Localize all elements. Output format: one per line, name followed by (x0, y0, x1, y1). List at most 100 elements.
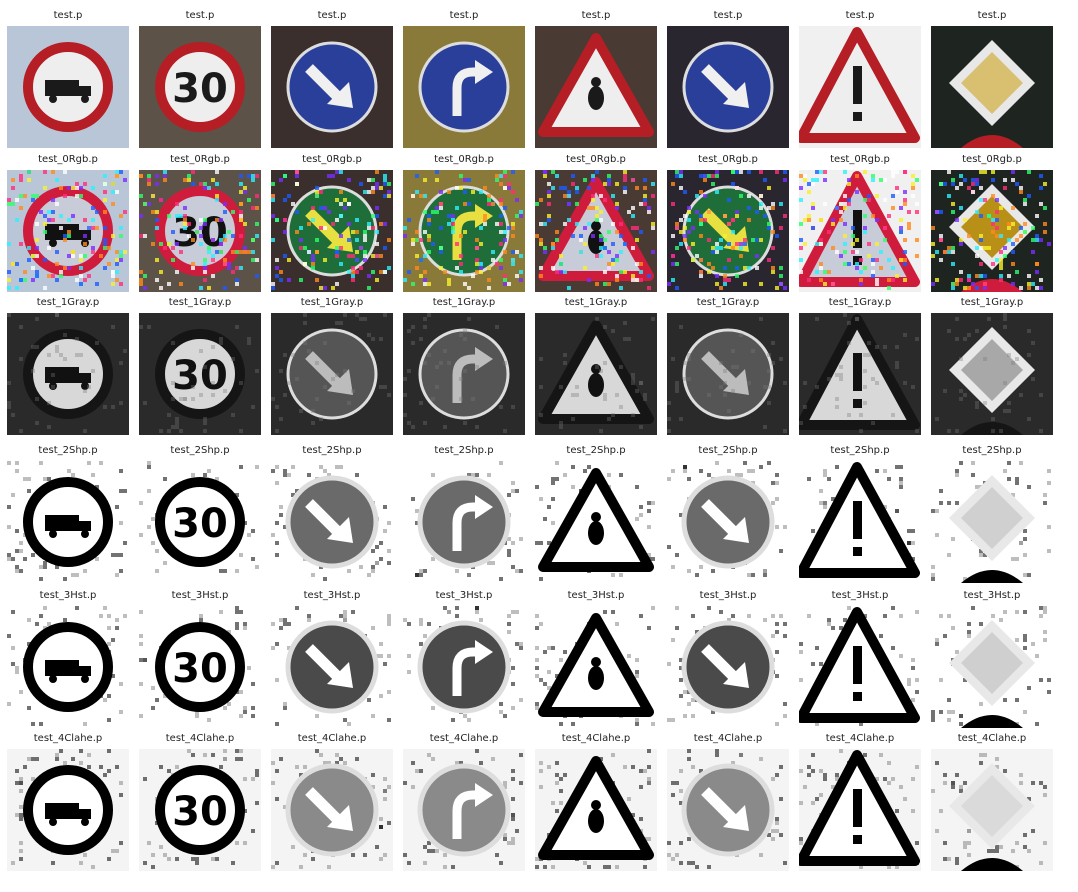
traffic-sign-thumbnail (667, 313, 789, 435)
traffic-sign-thumbnail (799, 313, 921, 435)
sign-ring (23, 329, 113, 419)
sign-ring (155, 329, 245, 419)
traffic-sign-thumbnail (7, 606, 129, 728)
sign-ring (155, 622, 245, 712)
traffic-sign-thumbnail (271, 313, 393, 435)
thumbnail-cell: test_4Clahe.p (931, 733, 1053, 871)
sign-face (418, 41, 510, 133)
sign-face (156, 766, 244, 854)
traffic-sign-thumbnail (403, 749, 525, 871)
arrow-head (475, 783, 493, 807)
thumbnail-title: test_0Rgb.p (698, 154, 758, 165)
thumbnail-cell: test.p 30 (139, 10, 261, 148)
traffic-sign-thumbnail (271, 606, 393, 728)
thumbnail-title: test_1Gray.p (960, 297, 1024, 308)
arrow-head (723, 662, 749, 688)
thumbnail-cell: test_3Hst.p (667, 590, 789, 728)
thumbnail-cell: test_3Hst.p 30 (139, 590, 261, 728)
arrow-shaft (701, 208, 739, 246)
exclamation-bar (853, 501, 862, 539)
traffic-sign-thumbnail (403, 26, 525, 148)
exclamation-bar (853, 789, 862, 827)
arrow-shaft (305, 644, 343, 682)
thumbnail-cell: test_0Rgb.p (667, 154, 789, 292)
traffic-sign-thumbnail (403, 461, 525, 583)
thumbnail-cell: test_3Hst.p (535, 590, 657, 728)
sign-below (961, 570, 1023, 583)
arrow-head (723, 805, 749, 831)
arrow-head (723, 517, 749, 543)
thumbnail-cell: test_1Gray.p (931, 297, 1053, 435)
thumbnail-cell: test_4Clahe.p (667, 733, 789, 871)
thumbnail-cell: test_4Clahe.p 30 (139, 733, 261, 871)
symbol-figure (588, 86, 604, 110)
thumbnail-cell: test_1Gray.p (271, 297, 393, 435)
sign-ring (155, 765, 245, 855)
sign-diamond-inner (961, 339, 1023, 401)
traffic-sign-thumbnail (535, 749, 657, 871)
sign-face (418, 328, 510, 420)
sign-face (417, 475, 511, 569)
thumbnail-cell: test_2Shp.p (535, 445, 657, 583)
thumbnail-title: test_0Rgb.p (170, 154, 230, 165)
thumbnail-cell: test.p (7, 10, 129, 148)
thumbnail-title: test_0Rgb.p (434, 154, 494, 165)
thumbnail-title: test_1Gray.p (828, 297, 892, 308)
thumbnail-cell: test_3Hst.p (271, 590, 393, 728)
truck-cab (79, 666, 91, 676)
traffic-sign-thumbnail (7, 313, 129, 435)
sign-ring (23, 622, 113, 712)
exclamation-dot (853, 399, 862, 408)
traffic-sign-thumbnail (667, 461, 789, 583)
thumbnail-cell: test_0Rgb.p (799, 154, 921, 292)
exclamation-bar (853, 210, 862, 248)
traffic-sign-thumbnail: 30 (139, 461, 261, 583)
traffic-sign-thumbnail (271, 461, 393, 583)
sign-face (156, 43, 244, 131)
thumbnail-title: test_3Hst.p (699, 590, 757, 601)
thumbnail-title: test.p (317, 10, 347, 21)
symbol-figure (588, 521, 604, 545)
thumbnail-title: test_2Shp.p (566, 445, 626, 456)
truck-cab (79, 86, 91, 96)
thumbnail-cell: test_4Clahe.p (271, 733, 393, 871)
arrow-head (327, 226, 353, 252)
traffic-sign-thumbnail: 30 (139, 313, 261, 435)
traffic-sign-thumbnail: 30 (139, 170, 261, 292)
traffic-sign-thumbnail (799, 170, 921, 292)
speed-number: 30 (172, 353, 228, 399)
truck-body (45, 803, 79, 819)
thumbnail-cell: test.p (271, 10, 393, 148)
traffic-sign-thumbnail (931, 313, 1053, 435)
thumbnail-cell: test_2Shp.p (931, 445, 1053, 583)
thumbnail-title: test.p (713, 10, 743, 21)
traffic-sign-thumbnail (799, 749, 921, 871)
thumbnail-title: test_0Rgb.p (302, 154, 362, 165)
thumbnail-title: test_0Rgb.p (962, 154, 1022, 165)
traffic-sign-thumbnail (667, 170, 789, 292)
exclamation-bar (853, 353, 862, 391)
exclamation-bar (853, 66, 862, 104)
arrow-head (475, 495, 493, 519)
thumbnail-cell: test_1Gray.p 30 (139, 297, 261, 435)
exclamation-dot (853, 835, 862, 844)
thumbnail-cell: test_0Rgb.p (931, 154, 1053, 292)
speed-number: 30 (172, 66, 228, 112)
thumbnail-title: test_2Shp.p (38, 445, 98, 456)
thumbnail-cell: test_3Hst.p (7, 590, 129, 728)
thumbnail-cell: test_0Rgb.p (271, 154, 393, 292)
sign-ring (155, 186, 245, 276)
sign-diamond-inner (961, 632, 1023, 694)
sign-face (156, 478, 244, 566)
arrow-shaft (701, 351, 739, 389)
thumbnail-cell: test_1Gray.p (403, 297, 525, 435)
thumbnail-cell: test_2Shp.p (799, 445, 921, 583)
arrow-head (327, 805, 353, 831)
arrow-shaft (452, 647, 477, 696)
thumbnail-title: test_2Shp.p (302, 445, 362, 456)
thumbnail-title: test.p (977, 10, 1007, 21)
speed-number: 30 (172, 789, 228, 835)
arrow-shaft (452, 790, 477, 839)
sign-face (156, 623, 244, 711)
